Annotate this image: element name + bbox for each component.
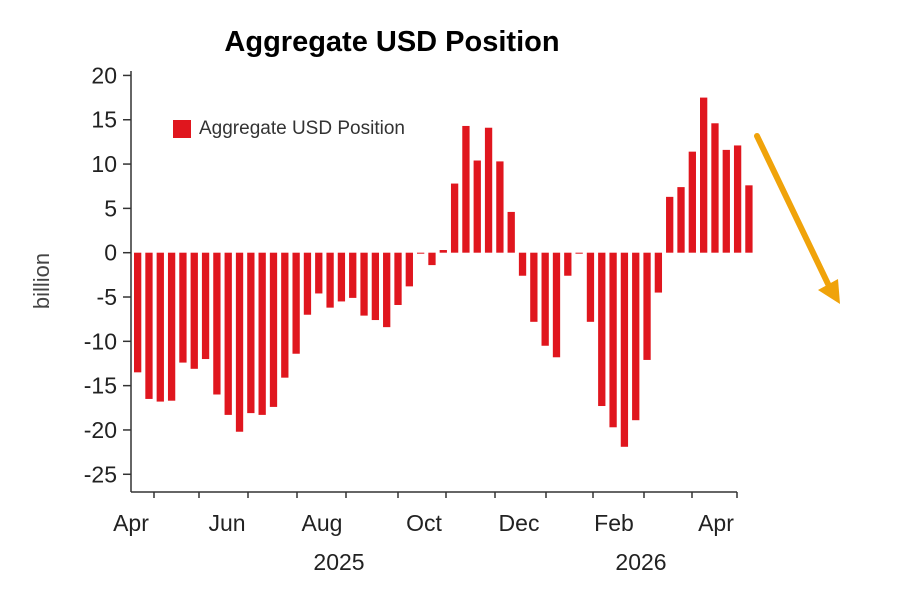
x-month-label: Aug — [302, 510, 343, 536]
bar — [643, 252, 651, 360]
bar — [677, 187, 685, 253]
x-year-label: 2026 — [615, 549, 666, 575]
legend-swatch — [173, 120, 191, 138]
bar — [134, 252, 142, 373]
bar — [586, 252, 595, 322]
bar — [394, 252, 402, 305]
bar — [711, 123, 719, 253]
trend-arrow-icon — [754, 133, 840, 304]
x-month-label: Jun — [208, 510, 245, 536]
bar — [733, 145, 742, 253]
y-tick-label: -20 — [84, 417, 117, 443]
bar — [179, 252, 187, 363]
bar — [620, 252, 629, 447]
x-axis: Apr Jun Aug Oct Dec Feb Apr 2025 2026 — [113, 492, 738, 575]
bar — [337, 252, 346, 302]
y-tick-label: -15 — [84, 373, 117, 399]
bar — [745, 185, 753, 253]
bar — [349, 252, 357, 298]
bar — [598, 252, 606, 407]
bar — [632, 252, 640, 421]
bar — [473, 160, 481, 253]
bar — [507, 211, 515, 253]
bar — [292, 252, 300, 354]
bar — [315, 252, 323, 294]
bar — [371, 252, 380, 321]
y-tick-label: -5 — [97, 284, 117, 310]
bar — [450, 183, 459, 253]
bar — [564, 252, 572, 276]
x-month-label: Apr — [698, 510, 734, 536]
bar — [609, 252, 617, 428]
bar — [360, 252, 368, 316]
y-tick-label: 20 — [91, 62, 117, 88]
x-month-label: Dec — [499, 510, 540, 536]
y-tick-label: 15 — [91, 107, 117, 133]
bar — [530, 252, 538, 322]
legend-label: Aggregate USD Position — [199, 118, 405, 139]
bar — [428, 252, 436, 266]
y-tick-label: 10 — [91, 151, 117, 177]
bar — [224, 252, 232, 415]
x-month-label: Apr — [113, 510, 149, 536]
bar — [484, 127, 493, 253]
bar — [326, 252, 334, 308]
bar — [247, 252, 255, 414]
y-tick-label: 5 — [104, 195, 117, 221]
bar — [700, 97, 708, 253]
bar — [213, 252, 221, 395]
bar — [167, 252, 176, 401]
x-month-label: Feb — [594, 510, 634, 536]
bar — [145, 252, 153, 399]
legend: Aggregate USD Position — [173, 118, 405, 139]
bar — [156, 252, 164, 402]
bar — [439, 250, 447, 253]
y-axis-label: billion — [29, 253, 54, 309]
bar — [190, 252, 198, 369]
bar — [383, 252, 391, 328]
y-tick-label: 0 — [104, 240, 117, 266]
bar — [303, 252, 312, 315]
bar — [269, 252, 278, 407]
bar — [235, 252, 244, 432]
bar — [575, 252, 583, 254]
y-axis: 20 15 10 5 0 -5 -10 -15 -20 -25 — [84, 62, 131, 487]
x-month-label: Oct — [406, 510, 442, 536]
y-tick-label: -10 — [84, 328, 117, 354]
bar — [541, 252, 549, 346]
bar — [417, 252, 425, 254]
bar-series — [134, 97, 753, 447]
bar — [666, 196, 674, 253]
bar — [405, 252, 413, 287]
bar — [201, 252, 210, 360]
bar — [722, 149, 730, 253]
x-year-label: 2025 — [313, 549, 364, 575]
y-tick-label: -25 — [84, 461, 117, 487]
bar — [654, 252, 663, 293]
bar — [258, 252, 266, 415]
bar — [518, 252, 527, 276]
bar — [281, 252, 289, 378]
bar — [496, 161, 504, 253]
bar — [462, 125, 470, 253]
bar — [688, 151, 696, 253]
chart-title: Aggregate USD Position — [224, 26, 559, 58]
bar — [552, 252, 561, 358]
